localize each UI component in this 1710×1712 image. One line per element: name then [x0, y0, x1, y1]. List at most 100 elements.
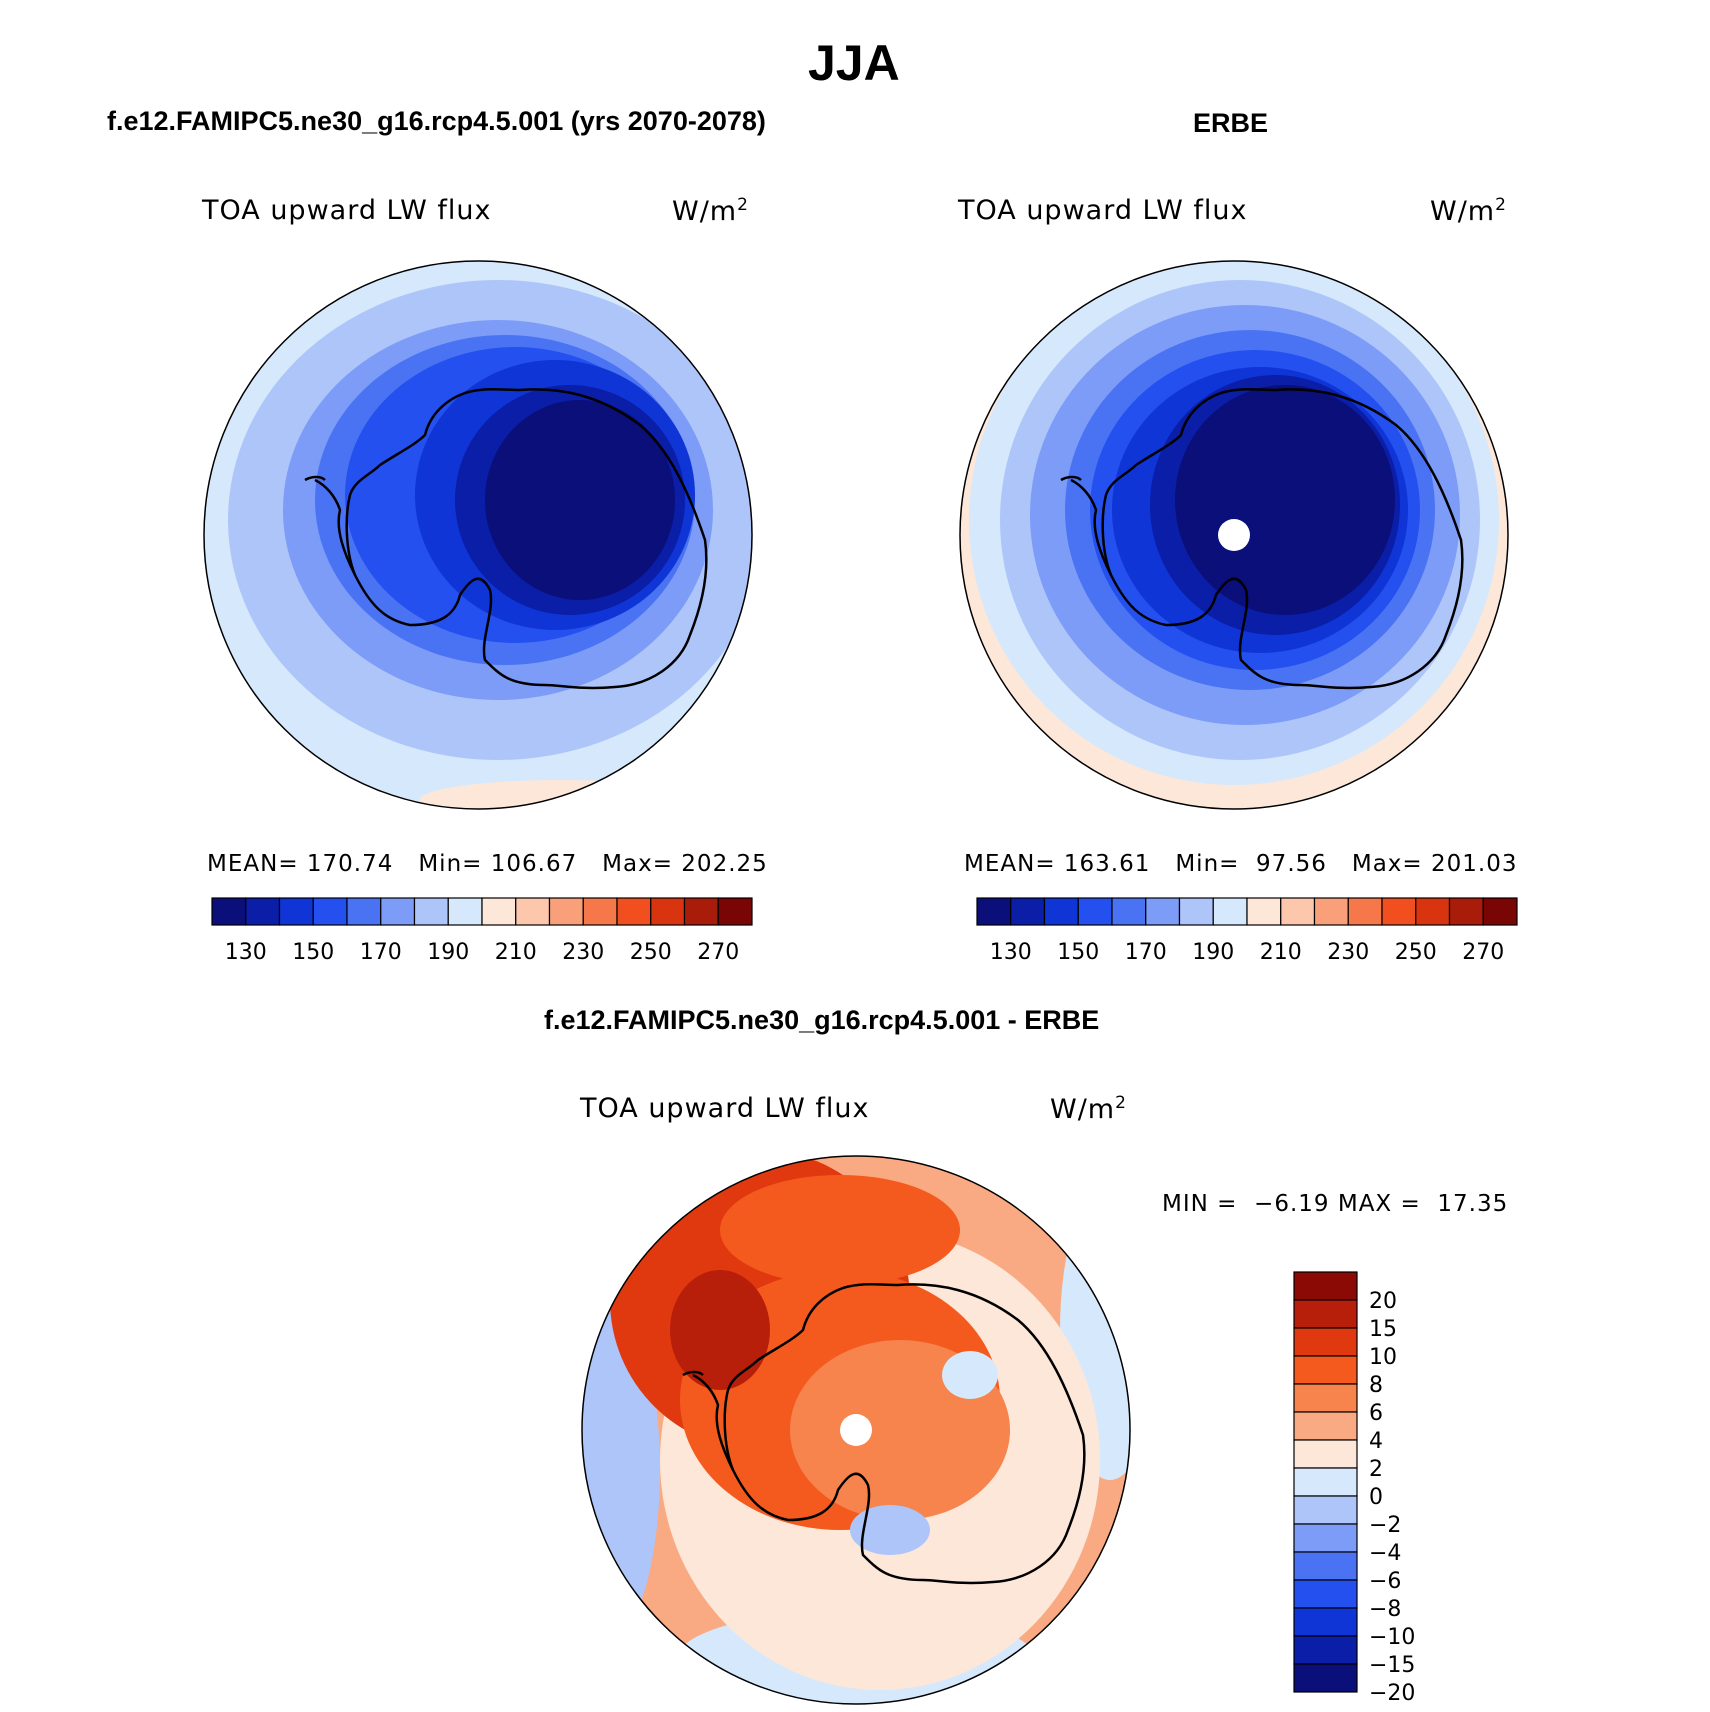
panel-model-variable-label: TOA upward LW flux — [202, 195, 492, 226]
colorbar-tick-label: −15 — [1369, 1653, 1415, 1678]
panel-diff-stats: MIN = −6.19 MAX = 17.35 — [1162, 1191, 1509, 1217]
colorbar-swatch — [1482, 897, 1518, 926]
colorbar-tick-label: −8 — [1369, 1597, 1401, 1622]
panel-obs-variable-label: TOA upward LW flux — [958, 195, 1248, 226]
colorbar-swatch — [278, 897, 314, 926]
colorbar-swatch — [1293, 1607, 1358, 1637]
colorbar-tick-label: 250 — [1395, 940, 1437, 965]
panel-diff-map — [581, 1155, 1131, 1705]
colorbar-swatch — [548, 897, 584, 926]
colorbar-swatch — [1293, 1495, 1358, 1525]
colorbar-swatch — [1293, 1551, 1358, 1581]
colorbar-tick-label: −4 — [1369, 1541, 1401, 1566]
colorbar-swatch — [1293, 1439, 1358, 1469]
colorbar-tick-label: 210 — [1260, 940, 1302, 965]
colorbar-swatch — [582, 897, 618, 926]
colorbar-tick-label: 130 — [990, 940, 1032, 965]
colorbar-swatch — [346, 897, 382, 926]
colorbar-swatch — [1293, 1663, 1358, 1693]
colorbar-tick-label: 190 — [1192, 940, 1234, 965]
colorbar-swatch — [447, 897, 483, 926]
colorbar-swatch — [312, 897, 348, 926]
colorbar-tick-label: −6 — [1369, 1569, 1401, 1594]
colorbar-tick-label: −2 — [1369, 1513, 1401, 1538]
colorbar-swatch — [1293, 1579, 1358, 1609]
colorbar-tick-label: −10 — [1369, 1625, 1415, 1650]
colorbar-tick-label: 210 — [495, 940, 537, 965]
colorbar-model: 130 150 170 190 210 230 250 270 — [211, 897, 753, 965]
colorbar-swatch — [1293, 1383, 1358, 1413]
colorbar-tick-label: 2 — [1369, 1457, 1383, 1482]
colorbar-swatch — [1111, 897, 1147, 926]
panel-diff-units: W/m2 — [1050, 1093, 1127, 1125]
colorbar-swatch — [1293, 1299, 1358, 1329]
colorbar-swatch — [1293, 1271, 1358, 1301]
colorbar-swatch — [515, 897, 551, 926]
colorbar-tick-label: 150 — [1057, 940, 1099, 965]
colorbar-tick-label: 270 — [697, 940, 739, 965]
colorbar-swatch — [1010, 897, 1046, 926]
pole-hole — [840, 1414, 872, 1446]
colorbar-swatch — [1077, 897, 1113, 926]
panel-diff-variable-label: TOA upward LW flux — [580, 1093, 870, 1124]
colorbar-swatch — [976, 897, 1012, 926]
colorbar-swatch — [650, 897, 686, 926]
colorbar-tick-label: 0 — [1369, 1485, 1383, 1510]
panel-model-stats: MEAN= 170.74 Min= 106.67 Max= 202.25 — [207, 851, 768, 877]
colorbar-tick-label: −20 — [1369, 1681, 1415, 1706]
colorbar-swatch — [1347, 897, 1383, 926]
colorbar-tick-label: 4 — [1369, 1429, 1383, 1454]
colorbar-swatch — [1212, 897, 1248, 926]
colorbar-swatch — [1280, 897, 1316, 926]
colorbar-swatch — [1293, 1467, 1358, 1497]
colorbar-swatch — [481, 897, 517, 926]
colorbar-swatch — [1293, 1327, 1358, 1357]
panel-obs-units: W/m2 — [1430, 195, 1507, 227]
colorbar-swatch — [1293, 1411, 1358, 1441]
panel-obs-map — [959, 260, 1509, 810]
colorbar-swatch — [1448, 897, 1484, 926]
colorbar-swatch — [211, 897, 247, 926]
colorbar-swatch — [1313, 897, 1349, 926]
colorbar-tick-label: 150 — [292, 940, 334, 965]
colorbar-tick-label: 250 — [630, 940, 672, 965]
colorbar-tick-label: 170 — [360, 940, 402, 965]
colorbar-tick-label: 6 — [1369, 1401, 1383, 1426]
colorbar-swatch — [380, 897, 416, 926]
panel-model-map — [203, 260, 753, 810]
colorbar-swatch — [1381, 897, 1417, 926]
colorbar-tick-label: 190 — [427, 940, 469, 965]
colorbar-swatch — [1293, 1635, 1358, 1665]
colorbar-swatch — [1178, 897, 1214, 926]
colorbar-swatch — [1043, 897, 1079, 926]
colorbar-tick-label: 10 — [1369, 1345, 1397, 1370]
colorbar-tick-label: 170 — [1125, 940, 1167, 965]
panel-obs-stats: MEAN= 163.61 Min= 97.56 Max= 201.03 — [964, 851, 1518, 877]
panel-model-units: W/m2 — [672, 195, 749, 227]
colorbar-swatch — [1145, 897, 1181, 926]
colorbar-tick-label: 130 — [225, 940, 267, 965]
colorbar-swatch — [616, 897, 652, 926]
colorbar-swatch — [245, 897, 281, 926]
pole-hole — [1218, 519, 1250, 551]
colorbar-swatch — [413, 897, 449, 926]
colorbar-swatch — [1293, 1523, 1358, 1553]
colorbar-tick-label: 230 — [562, 940, 604, 965]
panel-diff-header: f.e12.FAMIPC5.ne30_g16.rcp4.5.001 - ERBE — [544, 1005, 1100, 1035]
colorbar-swatch — [683, 897, 719, 926]
colorbar-tick-label: 15 — [1369, 1317, 1397, 1342]
figure-title: JJA — [808, 35, 900, 91]
panel-model-header: f.e12.FAMIPC5.ne30_g16.rcp4.5.001 (yrs 2… — [107, 106, 766, 136]
colorbar-tick-label: 230 — [1327, 940, 1369, 965]
colorbar-swatch — [1293, 1355, 1358, 1385]
colorbar-swatch — [717, 897, 753, 926]
colorbar-tick-label: 20 — [1369, 1289, 1397, 1314]
colorbar-tick-label: 270 — [1462, 940, 1504, 965]
panel-obs-header: ERBE — [1193, 108, 1269, 138]
colorbar-tick-label: 8 — [1369, 1373, 1383, 1398]
colorbar-swatch — [1415, 897, 1451, 926]
colorbar-swatch — [1246, 897, 1282, 926]
colorbar-obs: 130 150 170 190 210 230 250 270 — [976, 897, 1518, 965]
